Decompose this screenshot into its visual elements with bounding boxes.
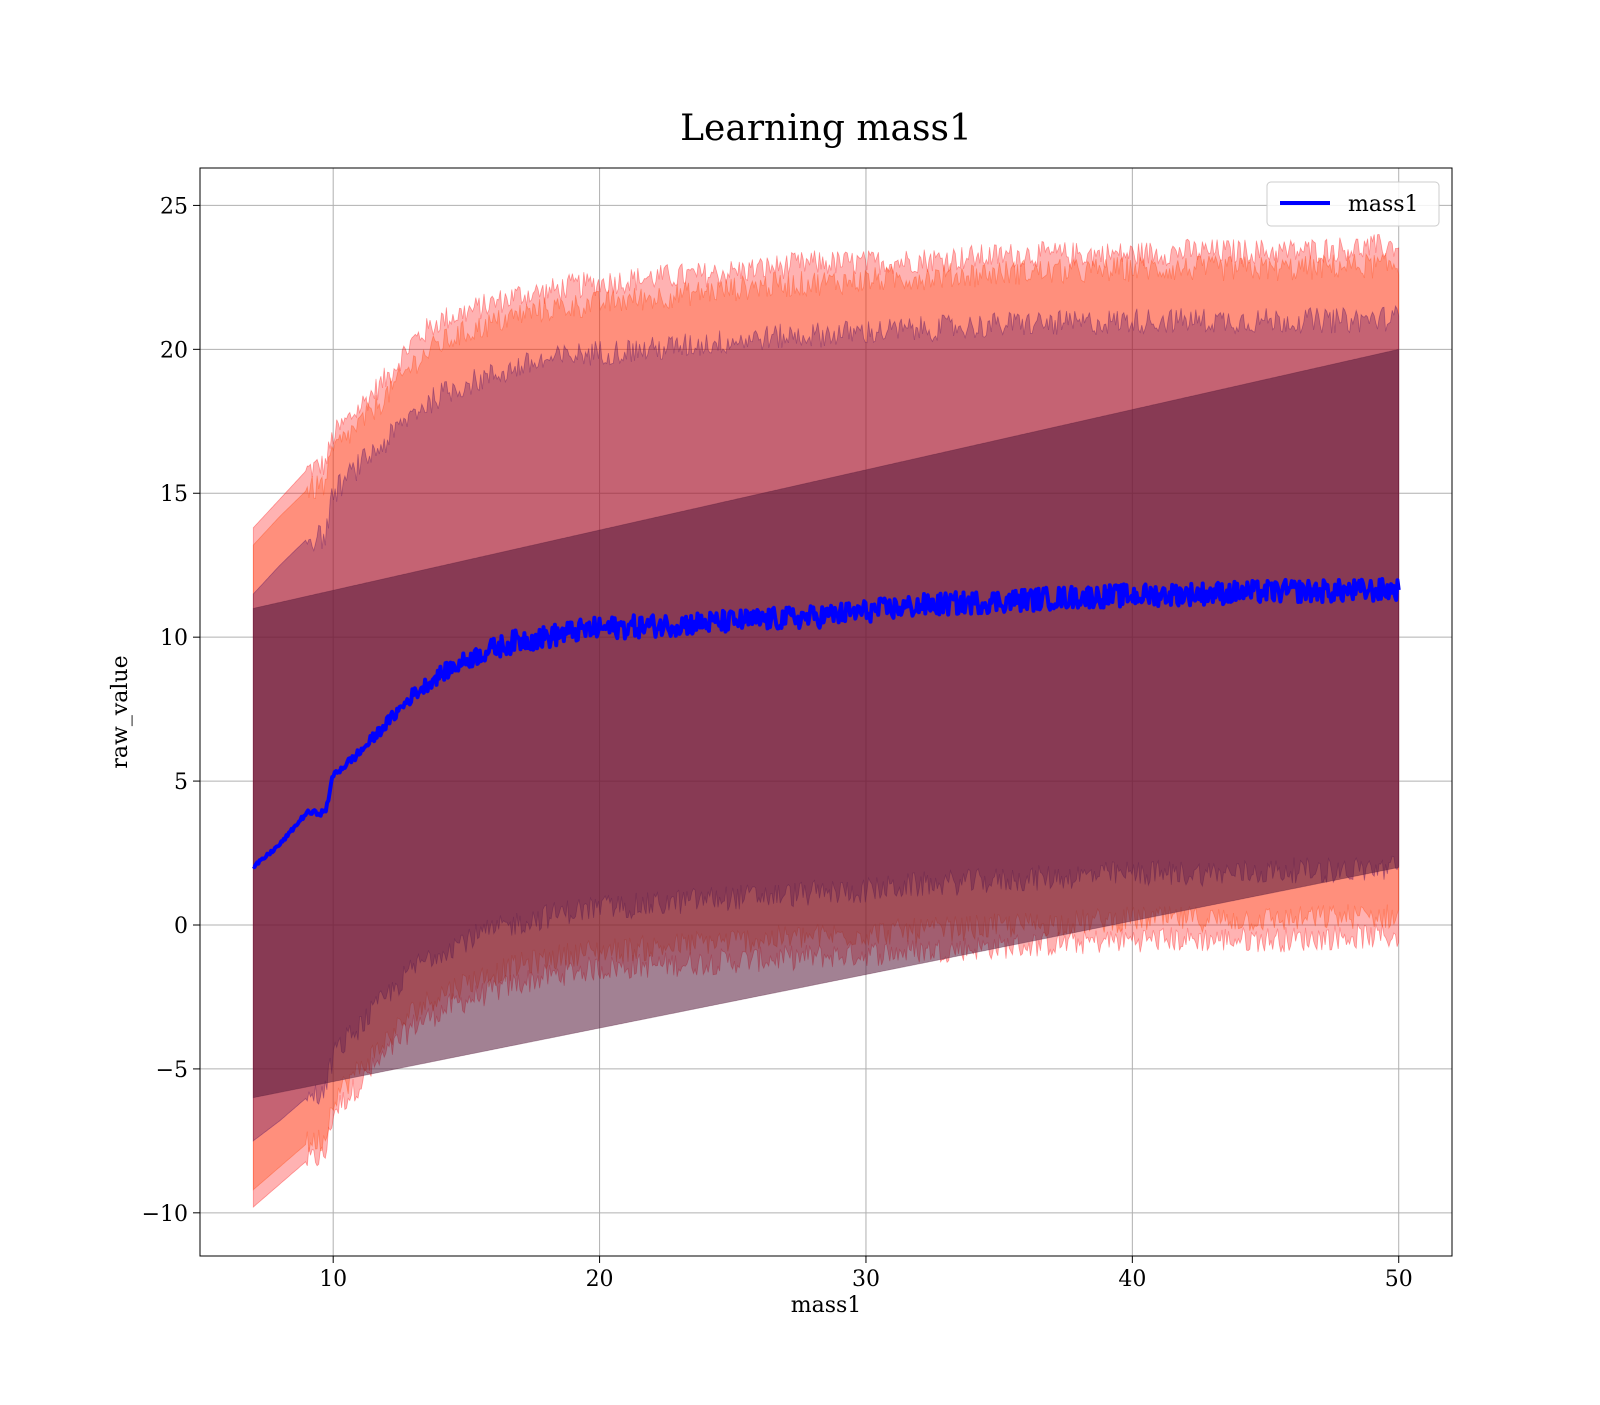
x-axis-label: mass1 <box>791 1293 862 1318</box>
confidence-bands <box>252 234 1400 1208</box>
y-tick-label: −10 <box>142 1202 188 1227</box>
legend: mass1 <box>1266 181 1440 227</box>
band-core <box>252 348 1400 1099</box>
y-tick-label: 10 <box>160 626 188 651</box>
series-line-mass1 <box>252 577 1401 870</box>
y-tick-label: 15 <box>160 482 188 507</box>
legend-label: mass1 <box>1348 192 1419 217</box>
plot-frame <box>199 167 1453 1257</box>
x-tick-label: 40 <box>1118 1267 1146 1292</box>
y-tick-label: −5 <box>156 1058 188 1083</box>
legend-box <box>1266 181 1440 227</box>
chart-title: Learning mass1 <box>680 108 972 149</box>
y-tick-label: 5 <box>174 770 188 795</box>
x-tick-label: 20 <box>586 1267 614 1292</box>
x-tick-label: 50 <box>1385 1267 1413 1292</box>
y-tick-label: 20 <box>160 338 188 363</box>
y-tick-label: 0 <box>174 914 188 939</box>
x-tick-label: 30 <box>852 1267 880 1292</box>
ticks: 10 20 30 40 50 −10 −5 0 5 10 15 20 25 <box>142 194 1413 1292</box>
y-axis-label: raw_value <box>108 655 133 768</box>
series-lines <box>252 577 1401 870</box>
y-tick-label: 25 <box>160 194 188 219</box>
x-tick-label: 10 <box>319 1267 347 1292</box>
